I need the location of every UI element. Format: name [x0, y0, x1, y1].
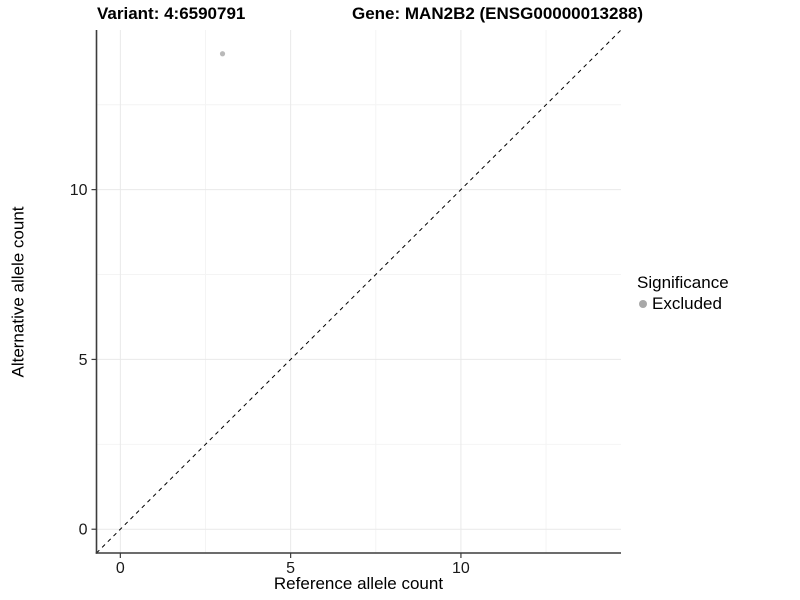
- y-axis-title-wrap: Alternative allele count: [2, 30, 36, 553]
- legend-item-label: Excluded: [652, 294, 722, 313]
- gene-title: Gene: MAN2B2 (ENSG00000013288): [352, 4, 644, 23]
- data-point-excluded: [219, 51, 226, 57]
- x-axis-title: Reference allele count: [273, 574, 444, 593]
- y-tick-label: 0: [79, 522, 88, 539]
- identity-dashed-line: [96, 29, 622, 554]
- y-tick-label: 10: [70, 182, 88, 199]
- legend-key-dot-icon: [639, 299, 647, 308]
- y-axis-title: Alternative allele count: [9, 205, 29, 378]
- legend: Significance Excluded: [637, 272, 729, 314]
- x-tick-label: 5: [286, 560, 295, 577]
- x-tick-label: 0: [116, 560, 125, 577]
- legend-item-excluded: Excluded: [637, 293, 729, 314]
- variant-title: Variant: 4:6590791: [97, 4, 246, 23]
- legend-title: Significance: [637, 273, 729, 292]
- y-tick-label: 5: [79, 352, 88, 369]
- x-tick-label: 10: [452, 560, 470, 577]
